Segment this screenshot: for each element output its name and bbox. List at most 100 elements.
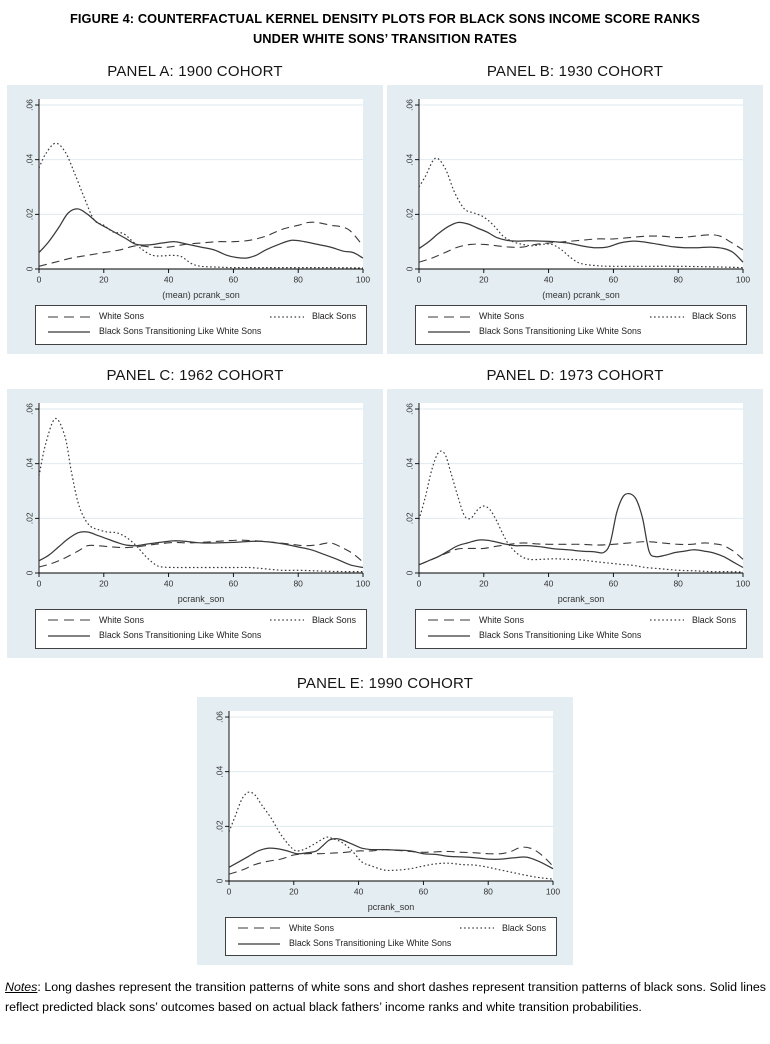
density-plot-svg: 0 .02 .04 .06 0 20 40 60 80 100 pcrank_son [215,710,561,912]
panel-b: PANEL B: 1930 COHORT 0 .02 .04 .06 0 20 40 60 80… [387,63,763,354]
solid-line-icon [238,942,280,945]
panel-a-title: PANEL A: 1900 COHORT [107,62,283,80]
legend-entry-counterfactual: Black Sons Transitioning Like White Sons [426,628,641,643]
svg-text:.06: .06 [25,99,35,111]
legend-entry-black-sons: Black Sons [269,309,356,324]
svg-text:100: 100 [736,578,750,588]
panel-d: PANEL D: 1973 COHORT 0 .02 .04 .06 0 20 40 60 80… [387,367,763,658]
svg-text:.04: .04 [405,153,415,165]
svg-text:40: 40 [164,274,174,284]
legend-entry-white-sons: White Sons [46,613,144,628]
svg-text:100: 100 [356,578,370,588]
legend-label-black-sons: Black Sons [691,310,736,321]
svg-text:60: 60 [229,274,239,284]
legend-entry-counterfactual: Black Sons Transitioning Like White Sons [236,936,451,951]
dotted-line-icon [269,619,304,622]
svg-text:0: 0 [405,570,415,575]
legend-row-1: White Sons Black Sons [426,309,736,324]
density-plot-svg: 0 .02 .04 .06 0 20 40 60 80 100 pcrank_son [25,403,371,604]
figure-4: FIGURE 4: COUNTERFACTUAL KERNEL DENSITY … [0,9,770,1018]
dotted-line-icon [649,316,684,318]
svg-text:0: 0 [405,266,415,271]
figure-title-line1: FIGURE 4: COUNTERFACTUAL KERNEL DENSITY … [69,11,700,26]
svg-text:0: 0 [37,274,42,284]
svg-text:40: 40 [544,578,554,588]
legend-entry-counterfactual: Black Sons Transitioning Like White Sons [46,628,261,643]
svg-text:.02: .02 [215,820,225,832]
density-plot-svg: 0 .02 .04 .06 0 20 40 60 80 100 pcrank_son [405,403,751,604]
svg-text:40: 40 [544,274,554,284]
svg-text:20: 20 [479,578,489,588]
legend-label-white-sons: White Sons [289,922,334,933]
legend-label-white-sons: White Sons [479,614,524,625]
svg-text:60: 60 [229,578,239,588]
notes-text: : Long dashes represent the transition p… [5,980,766,1015]
legend-label-counterfactual: Black Sons Transitioning Like White Sons [99,326,262,337]
longdash-line-icon [48,316,90,318]
notes: Notes: Long dashes represent the transit… [5,978,766,1018]
legend-label-white-sons: White Sons [99,614,144,625]
panel-e-legend: White Sons Black Sons Black Sons Transit… [225,916,557,957]
panel-d-legend: White Sons Black Sons Black Sons Transit… [415,608,747,649]
panel-b-title: PANEL B: 1930 COHORT [486,62,664,80]
panel-a-graph: 0.02.04.06 0 20 40 60 80 100 (mean) pcrank_son … [7,84,383,354]
svg-text:0: 0 [215,878,225,883]
svg-text:0: 0 [25,266,35,271]
svg-text:.04: .04 [405,457,415,469]
svg-text:.06: .06 [405,403,415,415]
svg-text:.02: .02 [25,512,35,524]
svg-text:(mean) pcrank_son: (mean) pcrank_son [162,290,240,300]
svg-text:.02: .02 [405,512,415,524]
legend-row-2: Black Sons Transitioning Like White Sons [46,628,356,643]
svg-text:20: 20 [479,274,489,284]
panel-b-legend: White Sons Black Sons Black Sons Transit… [415,304,747,345]
legend-label-black-sons: Black Sons [501,922,546,933]
legend-label-counterfactual: Black Sons Transitioning Like White Sons [479,630,642,641]
panel-e-plot: 0 .02 .04 .06 0 20 40 60 80 100 pcrank_son [201,705,565,915]
svg-text:20: 20 [99,274,109,284]
svg-text:60: 60 [609,274,619,284]
solid-line-icon [428,331,470,333]
legend-label-counterfactual: Black Sons Transitioning Like White Sons [289,937,452,948]
svg-text:80: 80 [293,578,303,588]
longdash-line-icon [428,619,470,621]
dotted-line-icon [649,619,684,622]
figure-title: FIGURE 4: COUNTERFACTUAL KERNEL DENSITY … [10,9,760,50]
svg-text:0: 0 [227,886,232,896]
panel-e-title: PANEL E: 1990 COHORT [296,674,474,692]
legend-row-2: Black Sons Transitioning Like White Sons [236,936,546,951]
legend-row-1: White Sons Black Sons [46,613,356,628]
svg-text:100: 100 [736,274,750,284]
legend-entry-counterfactual: Black Sons Transitioning Like White Sons [426,324,641,339]
svg-text:60: 60 [609,578,619,588]
panel-c-legend: White Sons Black Sons Black Sons Transit… [35,608,367,649]
legend-row-2: Black Sons Transitioning Like White Sons [46,324,356,339]
legend-entry-black-sons: Black Sons [649,613,736,628]
svg-text:100: 100 [546,886,560,896]
svg-text:(mean) pcrank_son: (mean) pcrank_son [542,290,620,300]
svg-text:.06: .06 [405,99,415,111]
svg-text:.04: .04 [215,765,225,777]
panel-c-graph: 0 .02 .04 .06 0 20 40 60 80 100 pcrank_son White S… [7,388,383,658]
legend-label-black-sons: Black Sons [311,614,356,625]
longdash-line-icon [48,619,90,621]
panel-c-plot: 0 .02 .04 .06 0 20 40 60 80 100 pcrank_son [11,397,375,607]
svg-text:0: 0 [37,578,42,588]
svg-text:pcrank_son: pcrank_son [178,594,225,604]
svg-text:100: 100 [356,274,370,284]
panel-b-graph: 0.02.04.06 0 20 40 60 80 100 (mean) pcrank_son … [387,84,763,354]
legend-entry-white-sons: White Sons [46,309,144,324]
legend-label-white-sons: White Sons [99,310,144,321]
panel-row-1: PANEL A: 1900 COHORT 0 .02 .04 .06 0 20 40 60 80… [0,63,770,354]
longdash-line-icon [428,316,470,318]
panel-b-plot: 0 .02 .04 .06 0 20 40 60 80 100 (mean) pcrank_son [391,93,755,303]
legend-entry-black-sons: Black Sons [269,613,356,628]
legend-row-2: Black Sons Transitioning Like White Sons [426,324,736,339]
solid-line-icon [428,635,470,637]
panel-e: PANEL E: 1990 COHORT 0 .02 .04 .06 0 20 40 60 80… [197,675,573,966]
svg-text:pcrank_son: pcrank_son [558,594,605,604]
panel-c-title: PANEL C: 1962 COHORT [106,366,284,384]
panel-e-graph: 0 .02 .04 .06 0 20 40 60 80 100 pcrank_son White S… [197,696,573,966]
svg-text:pcrank_son: pcrank_son [368,902,415,912]
svg-text:.04: .04 [25,153,35,165]
